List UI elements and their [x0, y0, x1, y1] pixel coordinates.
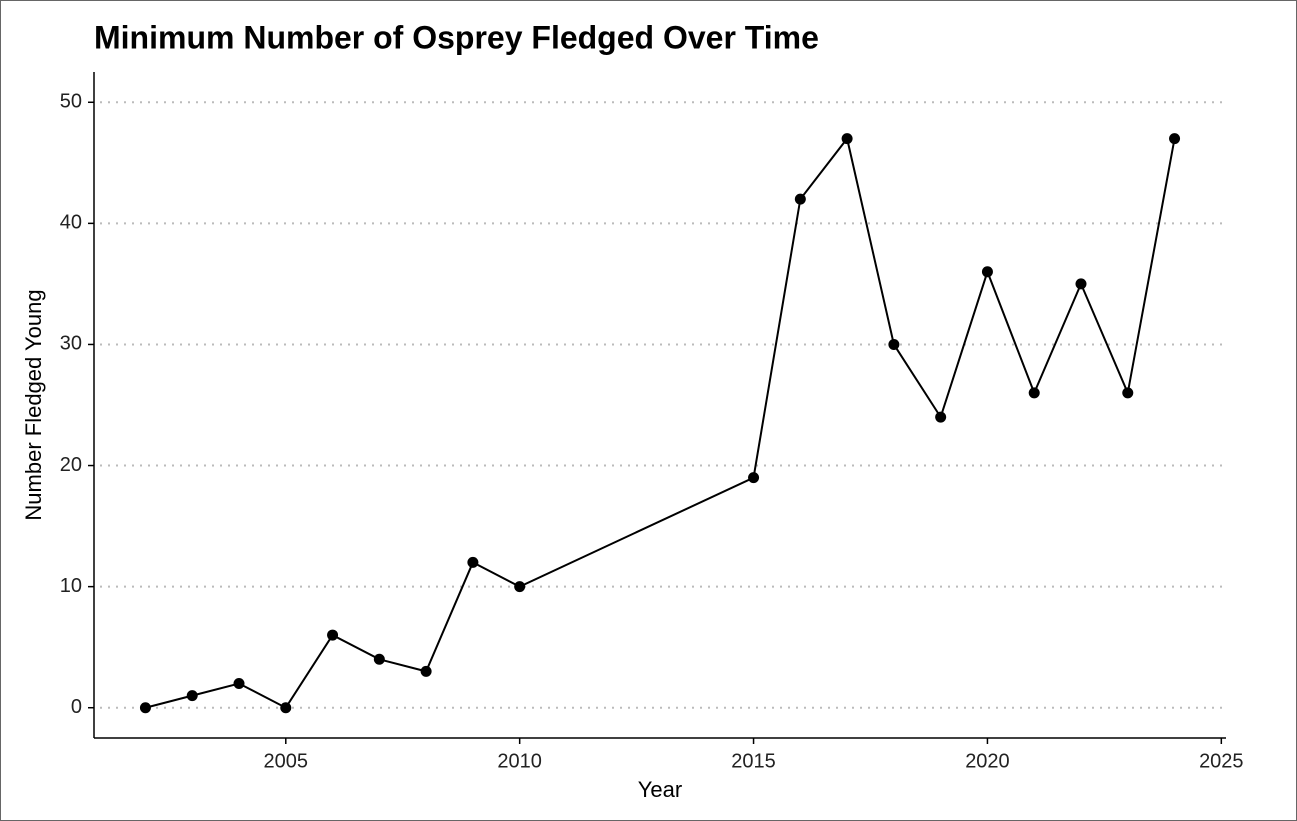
x-tick-label: 2005 [264, 750, 309, 772]
point [841, 133, 853, 145]
point [981, 266, 993, 278]
point [935, 411, 947, 423]
point [280, 702, 292, 714]
point [1075, 278, 1087, 290]
point [1122, 387, 1134, 399]
y-tick-label: 0 [71, 696, 82, 718]
x-tick-label: 2010 [497, 750, 542, 772]
point [186, 690, 198, 702]
point [748, 472, 760, 484]
x-tick-label: 2020 [965, 750, 1010, 772]
point [1169, 133, 1181, 145]
point [373, 653, 385, 665]
x-tick-label: 2025 [1199, 750, 1244, 772]
point [1028, 387, 1040, 399]
chart-title: Minimum Number of Osprey Fledged Over Ti… [94, 19, 819, 55]
x-tick-label: 2015 [731, 750, 776, 772]
y-tick-label: 50 [60, 91, 82, 113]
point [794, 193, 806, 205]
point [420, 665, 432, 677]
y-tick-label: 20 [60, 454, 82, 476]
point [467, 556, 479, 568]
x-axis-label: Year [638, 777, 682, 802]
y-tick-label: 10 [60, 575, 82, 597]
point [888, 338, 900, 350]
point [139, 702, 151, 714]
point [233, 678, 245, 690]
y-tick-label: 40 [60, 212, 82, 234]
y-axis-label: Number Fledged Young [21, 289, 46, 520]
point [327, 629, 339, 641]
point [514, 581, 526, 593]
y-tick-label: 30 [60, 333, 82, 355]
